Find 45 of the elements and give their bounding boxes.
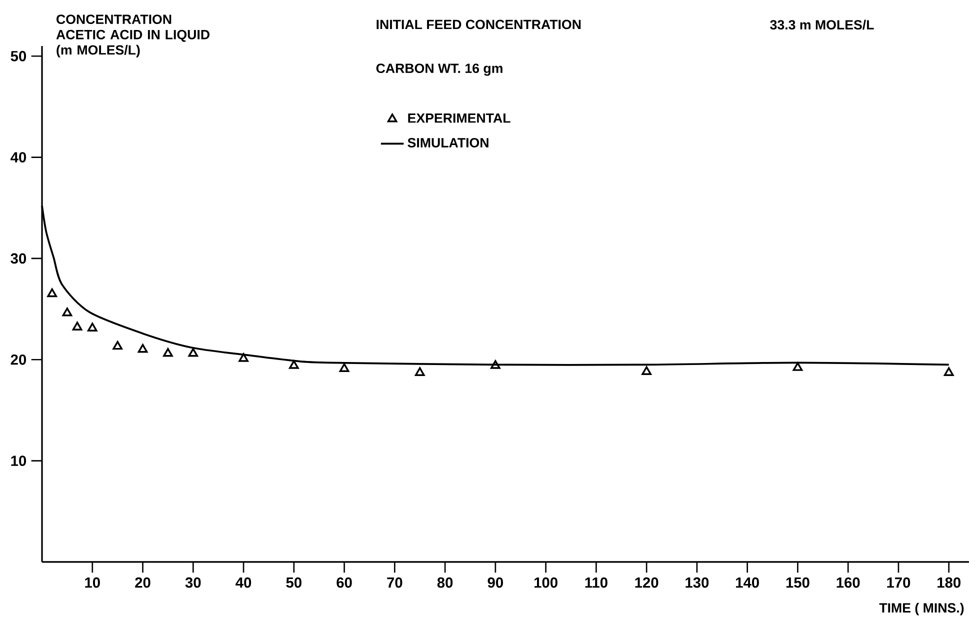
x-tick-label: 130 [686, 577, 709, 588]
x-tick-label: 180 [938, 577, 960, 588]
y-tick-label: 40 [10, 152, 26, 162]
y-axis-title: CONCENTRATION ACETIC ACID IN LIQUID (m MOLES/L) [56, 14, 210, 58]
y-tick-label: 30 [10, 253, 26, 264]
point [62, 308, 72, 316]
x-tick-label: 40 [236, 577, 252, 588]
x-tick-label: 140 [736, 577, 759, 588]
x-tick-label: 100 [534, 577, 558, 588]
point [138, 344, 148, 353]
point [642, 366, 652, 375]
point [792, 362, 803, 371]
y-tick-label: 50 [10, 50, 26, 62]
x-tick-label: 30 [185, 577, 201, 588]
x-tick-label: 110 [585, 577, 608, 588]
point [188, 348, 198, 357]
x-tick-label: 70 [387, 577, 402, 588]
x-tick-label: 90 [488, 577, 503, 588]
legend-label: SIMULATION [408, 138, 488, 148]
annotation: CARBON WT. 16 gm [376, 64, 502, 76]
x-tick-label: 80 [437, 577, 453, 588]
point [87, 322, 98, 332]
point [288, 360, 299, 369]
point [490, 360, 500, 369]
point [414, 367, 425, 376]
point [163, 348, 173, 357]
text: 33.3 m MOLES/L [770, 20, 874, 30]
point [72, 322, 82, 330]
y-tick-label: 10 [11, 456, 26, 466]
x-tick-label: 170 [887, 577, 910, 588]
x-tick-label: 60 [336, 577, 352, 588]
x-tick-label: 50 [286, 577, 302, 588]
point [238, 353, 248, 362]
point [339, 363, 350, 372]
x-tick-label: 10 [85, 577, 100, 588]
x-tick-label: 160 [836, 577, 860, 588]
x-axis-title: TIME ( MINS.) [879, 602, 964, 616]
legend-label: EXPERIMENTAL [408, 114, 510, 123]
text: INITIAL FEED CONCENTRATION [376, 20, 581, 30]
point [47, 288, 57, 298]
point [112, 340, 122, 350]
x-tick-label: 150 [786, 577, 810, 588]
y-tick-label: 20 [10, 354, 26, 365]
x-tick-label: 120 [635, 577, 658, 588]
x-tick-label: 20 [135, 577, 150, 588]
